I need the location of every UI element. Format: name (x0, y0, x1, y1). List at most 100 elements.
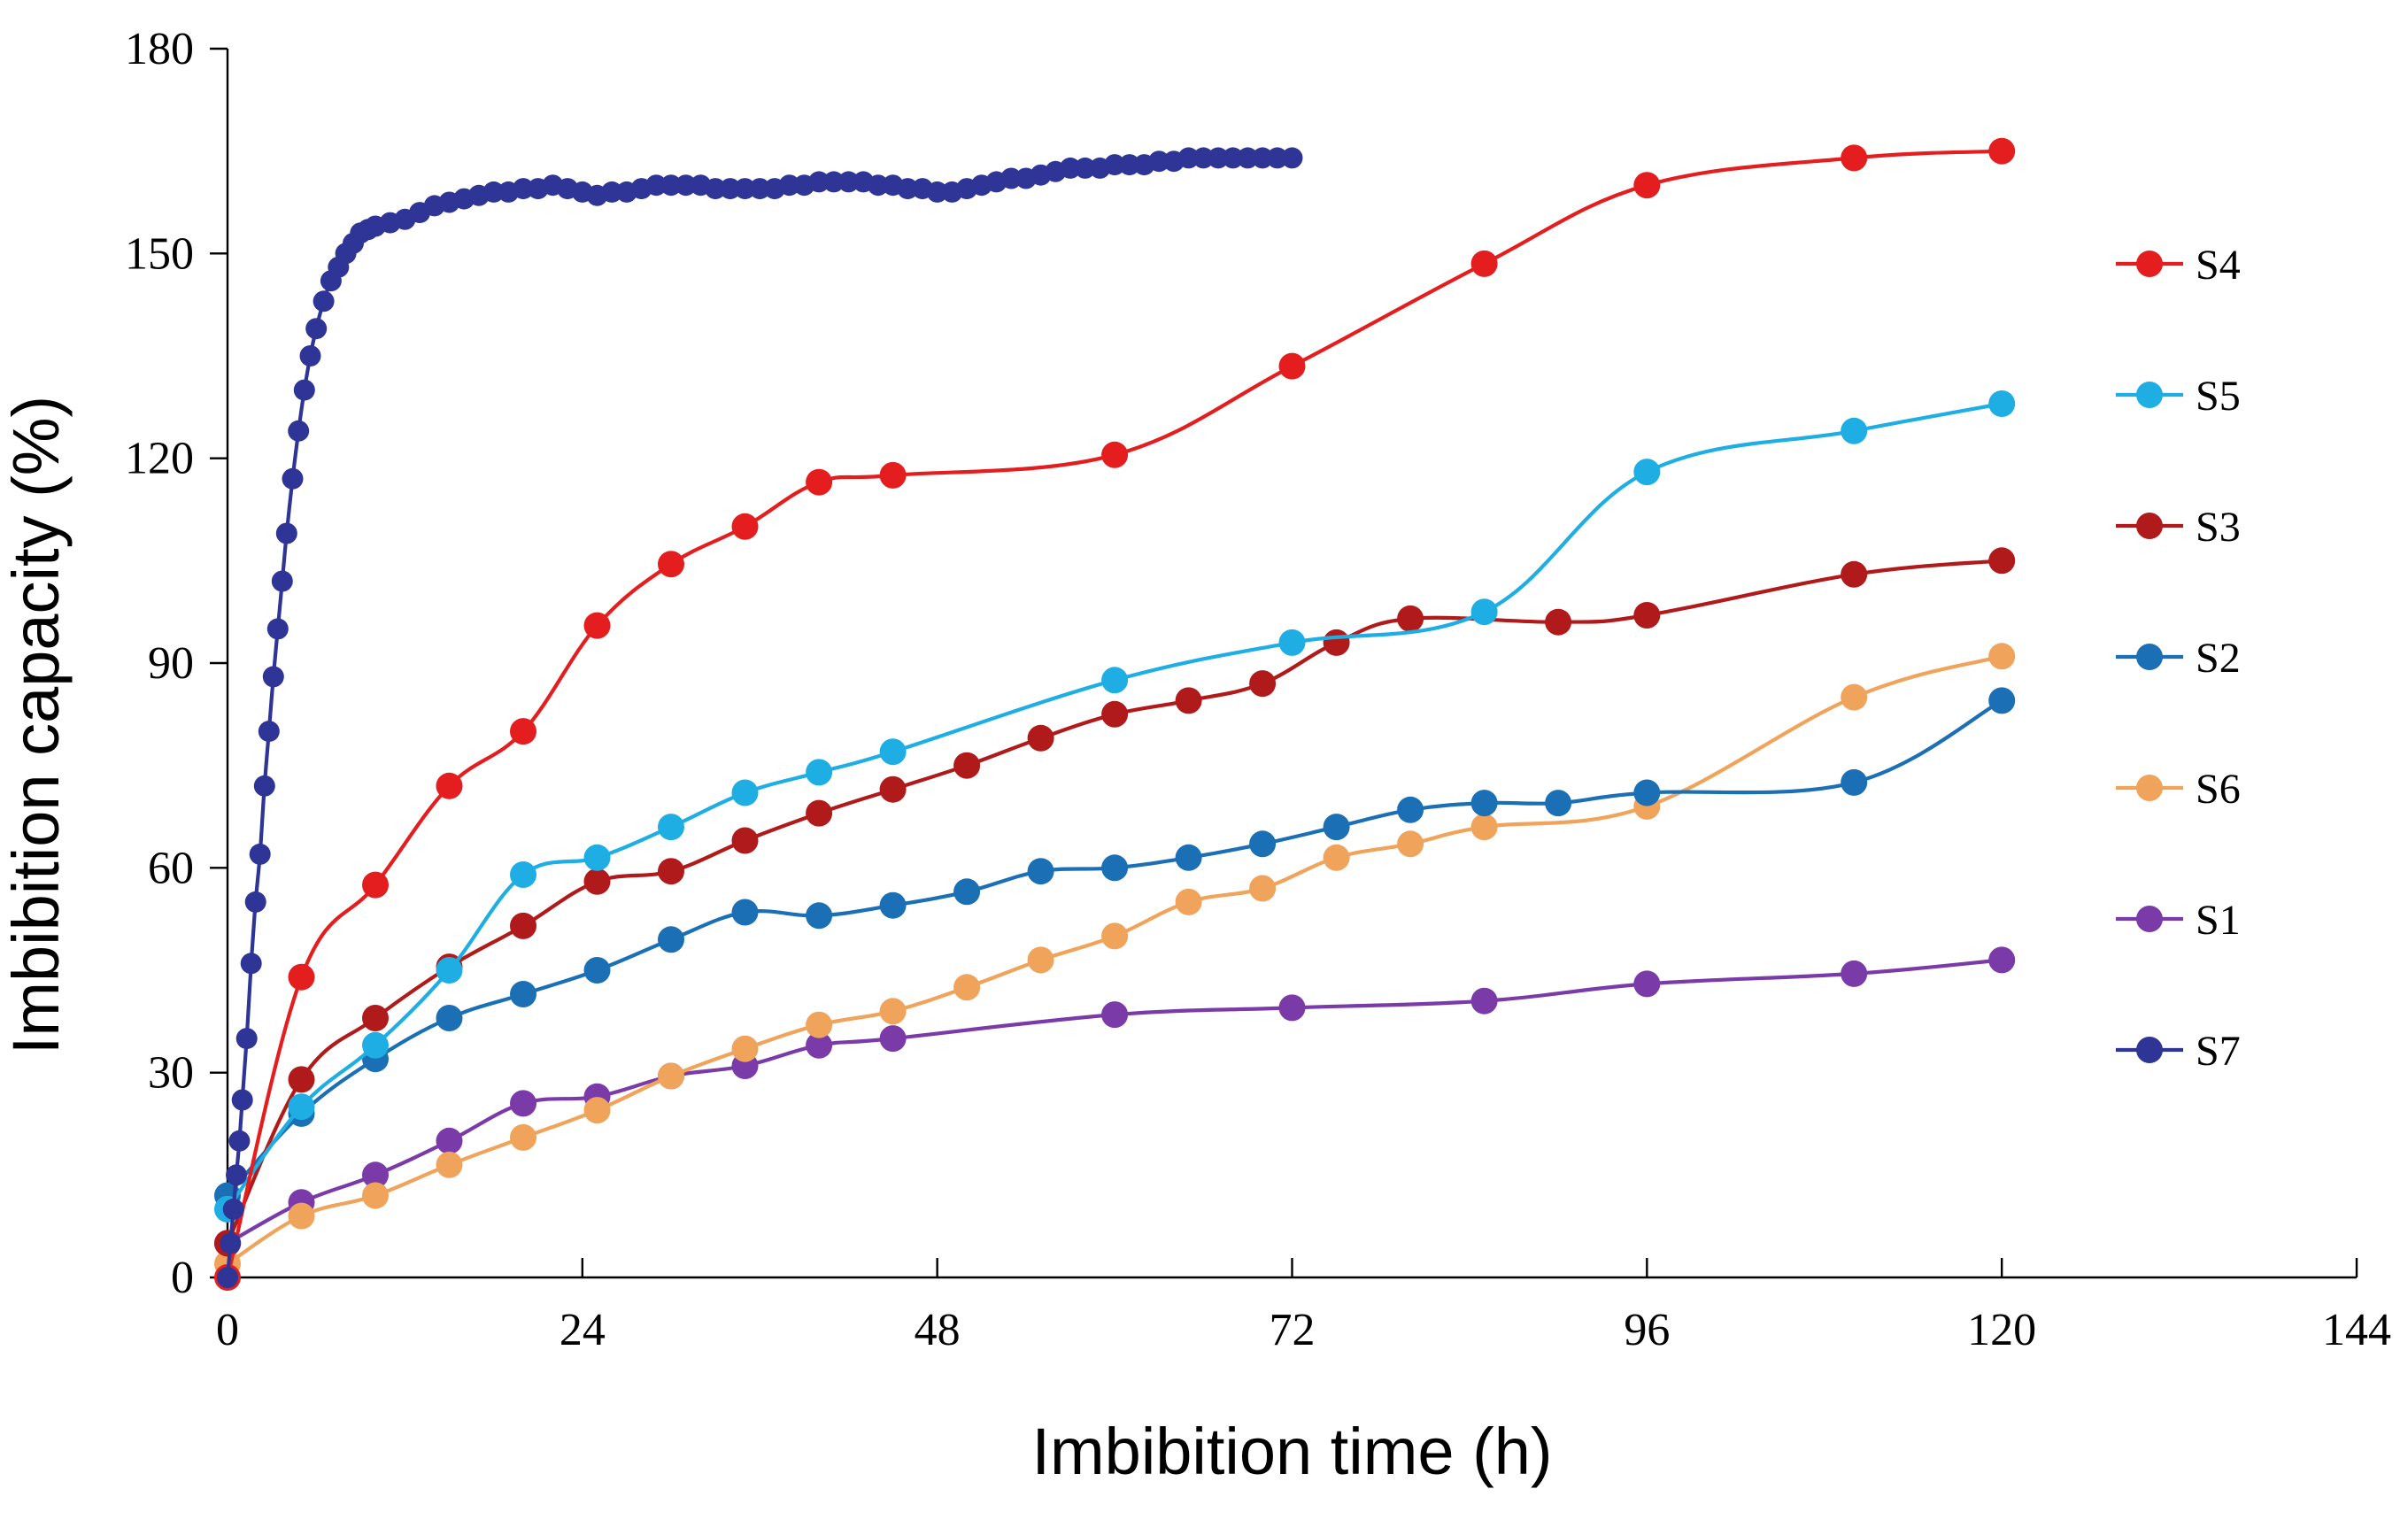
series-line-s3 (225, 559, 2004, 1246)
data-point-s6 (1101, 922, 1129, 950)
series-line-s5 (225, 401, 2004, 1211)
data-point-s7 (313, 290, 335, 312)
data-point-s2 (806, 902, 833, 930)
data-point-s6 (436, 1151, 463, 1178)
data-point-s3 (879, 775, 907, 803)
data-point-s7 (601, 181, 623, 203)
data-point-s2 (1249, 830, 1277, 858)
legend-item-s6: S6 (2116, 766, 2241, 813)
data-point-s7 (1222, 147, 1244, 169)
data-point-s4 (1633, 172, 1661, 199)
legend-swatch-marker (2136, 251, 2163, 277)
axes: 0 24 48 72 96 120 144 0 30 60 90 120 150 180 (125, 24, 2391, 1355)
data-point-s4 (658, 551, 684, 578)
data-point-s5 (1841, 417, 1868, 444)
data-point-s3 (1633, 602, 1661, 629)
x-tick-label: 24 (560, 1305, 606, 1355)
data-point-s4 (731, 513, 759, 540)
data-point-s4 (583, 612, 611, 639)
data-point-s7 (217, 1267, 238, 1288)
data-point-s7 (275, 522, 297, 544)
legend-item-s1: S1 (2116, 897, 2241, 944)
legend-label-s7: S7 (2196, 1028, 2241, 1075)
data-point-s2 (1841, 768, 1868, 796)
data-point-s7 (1104, 154, 1126, 176)
data-point-s1 (362, 1161, 389, 1189)
data-point-s6 (658, 1062, 684, 1090)
x-tick-label: 72 (1270, 1305, 1316, 1355)
data-point-s6 (1323, 844, 1350, 871)
legend-label-s1: S1 (2196, 897, 2241, 944)
x-tick-label: 120 (1967, 1305, 2036, 1355)
data-point-s7 (1177, 147, 1200, 169)
data-point-s6 (1470, 814, 1498, 841)
data-point-s6 (1988, 643, 2016, 670)
data-point-s6 (879, 998, 907, 1025)
series-s4 (214, 137, 2016, 1291)
data-point-s4 (1278, 352, 1306, 380)
series-line-s7 (225, 155, 1294, 1280)
legend-swatch-marker (2136, 906, 2163, 932)
data-point-s7 (220, 1232, 242, 1254)
data-point-s1 (510, 1090, 536, 1117)
data-point-s7 (1266, 147, 1288, 169)
data-point-s4 (1841, 144, 1868, 172)
data-point-s5 (731, 779, 759, 806)
data-point-s3 (1101, 700, 1129, 728)
data-point-s7 (675, 174, 697, 197)
x-tick-label: 48 (915, 1305, 961, 1355)
data-point-s5 (879, 738, 907, 766)
data-point-s1 (806, 1031, 833, 1059)
data-point-s7 (1237, 147, 1259, 169)
data-point-s2 (1397, 796, 1424, 823)
data-point-s7 (299, 345, 321, 366)
data-point-s4 (288, 963, 315, 991)
legend-label-s4: S4 (2196, 242, 2241, 289)
data-point-s7 (513, 178, 534, 200)
y-tick-label: 90 (148, 638, 194, 689)
legend-item-s2: S2 (2116, 635, 2241, 682)
data-point-s7 (271, 570, 293, 592)
legend-swatch-marker (2136, 1037, 2163, 1063)
data-point-s3 (658, 858, 684, 885)
data-point-s3 (1027, 724, 1054, 752)
data-point-s6 (731, 1035, 759, 1062)
data-point-s5 (362, 1031, 389, 1059)
data-point-s7 (778, 174, 800, 197)
legend-item-s3: S3 (2116, 504, 2241, 551)
data-point-s2 (1027, 858, 1054, 885)
data-point-s3 (1841, 560, 1868, 588)
data-point-s3 (1988, 547, 2016, 575)
data-point-s3 (806, 799, 833, 827)
data-point-s6 (510, 1123, 536, 1151)
data-point-s6 (288, 1202, 315, 1230)
y-tick-label: 150 (125, 228, 194, 279)
data-point-s7 (240, 953, 262, 975)
data-point-s7 (293, 379, 315, 401)
data-point-s2 (1988, 687, 2016, 714)
data-point-s1 (1988, 946, 2016, 974)
data-point-s5 (658, 814, 684, 841)
data-point-s5 (583, 844, 611, 871)
data-point-s5 (1278, 629, 1306, 656)
data-point-s5 (1988, 390, 2016, 417)
legend-item-s4: S4 (2116, 242, 2241, 289)
data-point-s1 (436, 1127, 463, 1154)
data-point-s5 (806, 759, 833, 786)
data-point-s3 (1323, 629, 1350, 656)
data-point-s3 (1397, 605, 1424, 632)
series-s7 (217, 147, 1303, 1288)
data-point-s7 (244, 891, 266, 913)
data-point-s7 (734, 178, 756, 200)
data-point-s2 (1470, 790, 1498, 817)
data-point-s4 (510, 718, 536, 745)
y-tick-label: 0 (171, 1253, 194, 1303)
data-point-s3 (1545, 608, 1572, 636)
series-s6 (214, 643, 2016, 1277)
data-point-s3 (953, 752, 981, 779)
data-point-s5 (1470, 598, 1498, 626)
legend-label-s3: S3 (2196, 504, 2241, 551)
data-point-s7 (262, 666, 284, 688)
data-point-s4 (1988, 137, 2016, 165)
